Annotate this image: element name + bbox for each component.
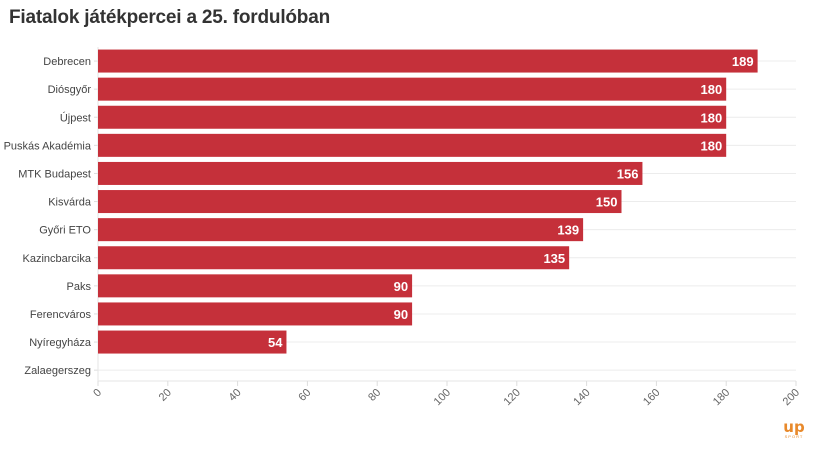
bar[interactable] (98, 330, 287, 354)
bar[interactable] (98, 218, 584, 242)
logo-mark: up (783, 418, 805, 436)
bar[interactable] (98, 274, 413, 298)
x-tick-label: 100 (432, 387, 453, 408)
x-tick-label: 180 (711, 387, 732, 408)
category-label: MTK Budapest (18, 168, 91, 180)
category-label: Nyíregyháza (29, 337, 92, 349)
bar[interactable] (98, 49, 758, 73)
value-label: 189 (732, 54, 754, 69)
category-label: Kazincbarcika (23, 253, 92, 265)
x-tick-label: 60 (296, 387, 313, 404)
bar[interactable] (98, 190, 622, 214)
bar[interactable] (98, 133, 727, 157)
category-label: Debrecen (43, 56, 91, 68)
category-label: Zalaegerszeg (24, 365, 91, 377)
value-label: 180 (700, 138, 722, 153)
x-tick-label: 140 (571, 387, 592, 408)
bar[interactable] (98, 302, 413, 326)
bars (98, 49, 758, 354)
category-label: Kisvárda (48, 197, 92, 209)
category-label: Diósgyőr (48, 84, 92, 96)
category-label: Puskás Akadémia (4, 140, 92, 152)
bar[interactable] (98, 246, 570, 270)
x-tick-label: 40 (227, 387, 244, 404)
chart-title: Fiatalok játékpercei a 25. fordulóban (9, 7, 330, 28)
x-tick-label: 80 (366, 387, 383, 404)
x-tick-label: 200 (781, 387, 802, 408)
x-tick-label: 160 (641, 387, 662, 408)
value-label: 139 (557, 223, 579, 238)
value-label: 156 (617, 166, 639, 181)
category-label: Újpest (60, 111, 91, 124)
bar[interactable] (98, 105, 727, 129)
x-tick-label: 0 (91, 387, 104, 400)
value-labels: 189 180 180 180 156 150 139 135 90 90 54 (268, 54, 754, 350)
bar[interactable] (98, 77, 727, 101)
value-label: 90 (394, 307, 408, 322)
brand-logo: up SPORT (780, 420, 808, 440)
value-label: 150 (596, 195, 618, 210)
category-label: Ferencváros (30, 309, 92, 321)
value-label: 180 (700, 110, 722, 125)
x-tick-label: 20 (157, 387, 174, 404)
value-label: 54 (268, 335, 283, 350)
category-labels: Debrecen Diósgyőr Újpest Puskás Akadémia MTK… (4, 56, 92, 377)
x-axis: 0 20 40 60 80 100 120 140 160 180 200 (91, 380, 802, 408)
value-label: 180 (700, 82, 722, 97)
bar[interactable] (98, 161, 643, 185)
logo-subtitle: SPORT (784, 434, 804, 439)
value-label: 90 (394, 279, 408, 294)
category-label: Győri ETO (39, 225, 91, 237)
category-label: Paks (67, 281, 92, 293)
x-tick-label: 120 (501, 387, 522, 408)
value-label: 135 (543, 251, 565, 266)
